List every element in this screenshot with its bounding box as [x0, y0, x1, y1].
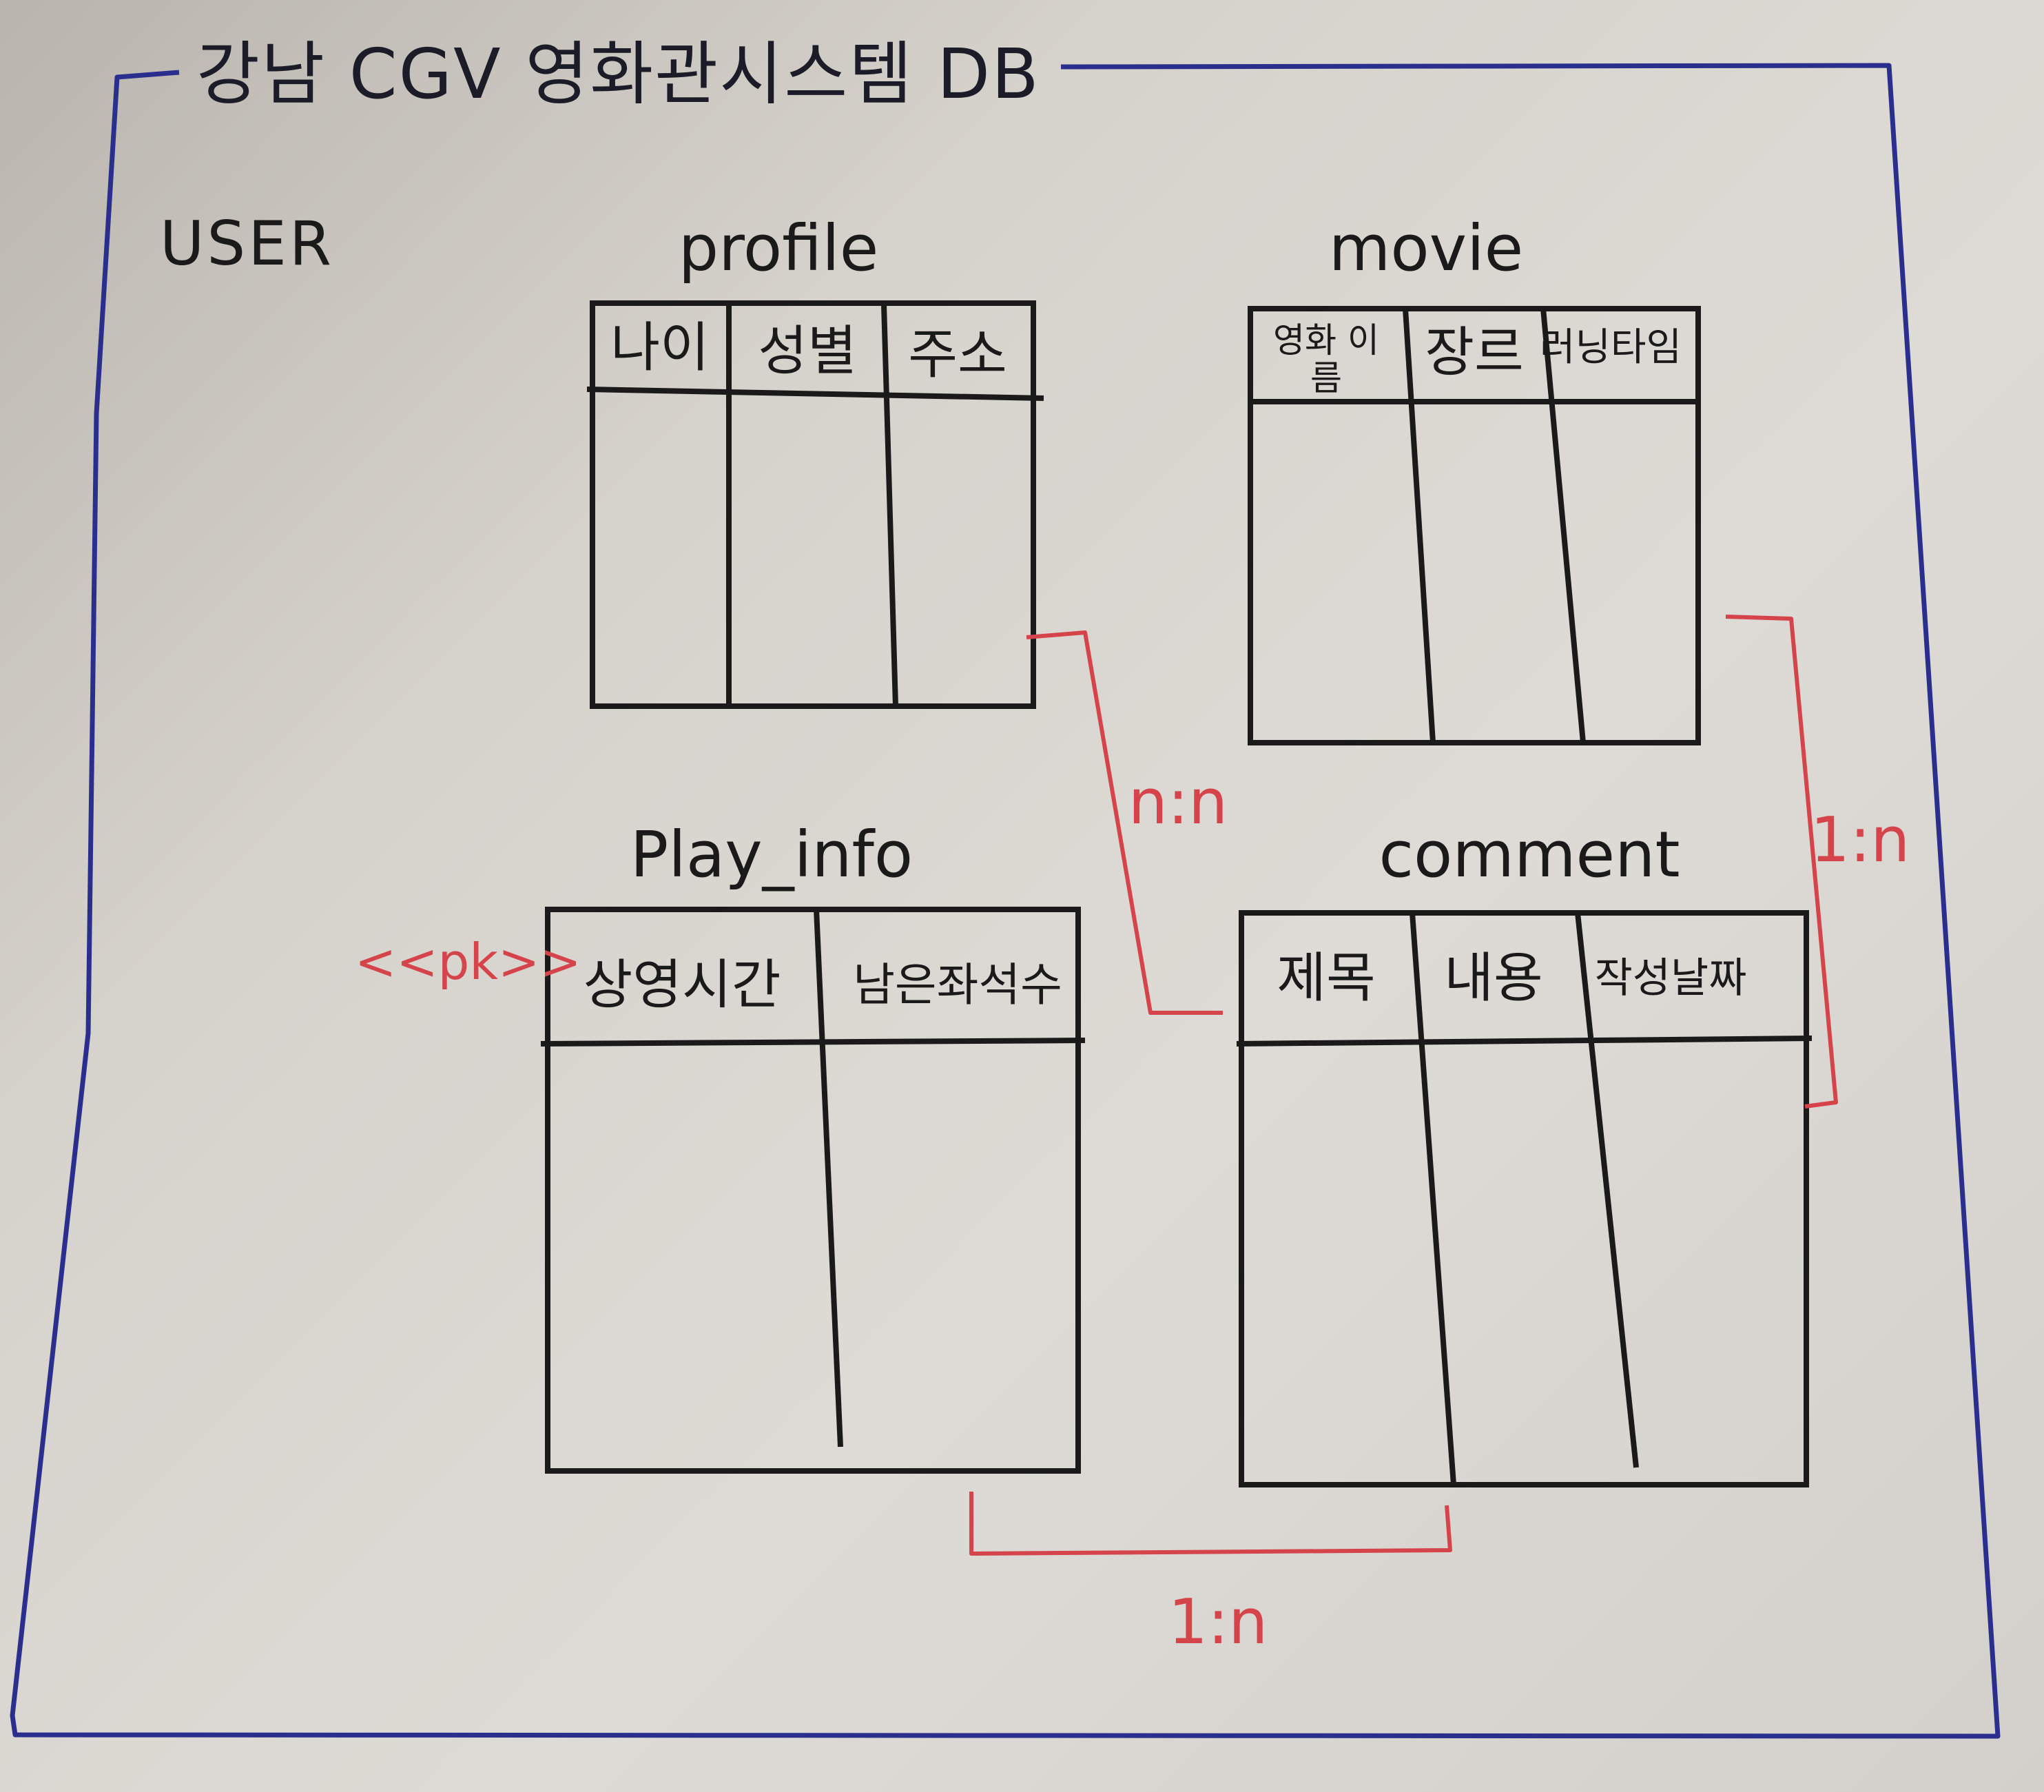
play-info-column: 남은좌석수 — [853, 958, 1062, 1011]
comment-column: 작성날짜 — [1594, 954, 1747, 1002]
comment-column: 제목 — [1277, 947, 1376, 1009]
movie-column: 영화 이름 — [1273, 320, 1379, 398]
movie-column: 러닝타임 — [1539, 325, 1682, 370]
relation-label-movie-comment: 1:n — [1810, 804, 1910, 876]
comment-table-grid — [1236, 910, 1813, 1487]
play-info-table-name: Play_info — [630, 818, 913, 892]
profile-column: 성별 — [758, 320, 857, 382]
movie-column: 장르 — [1425, 322, 1524, 384]
relation-line-movie-comment — [1725, 615, 1838, 1109]
profile-table-name: profile — [678, 212, 879, 285]
movie-table-grid — [1248, 306, 1701, 745]
relation-label-playinfo-comment: 1:n — [1168, 1586, 1268, 1658]
play-info-table-grid — [540, 907, 1086, 1474]
play-info-column: 상영시간 — [583, 954, 781, 1016]
relation-line-profile-comment — [1026, 630, 1223, 1015]
movie-table-name: movie — [1328, 212, 1524, 285]
primary-key-marker: <<pk>> — [355, 933, 581, 991]
comment-table-name: comment — [1379, 818, 1680, 892]
user-group-label: USER — [160, 208, 335, 279]
relation-line-playinfo-comment — [969, 1492, 1452, 1556]
profile-column: 주소 — [908, 324, 1007, 386]
relation-label-profile-comment: n:n — [1128, 766, 1228, 838]
relation-lines — [969, 615, 1838, 1556]
profile-column: 나이 — [610, 317, 710, 379]
profile-table-grid — [586, 300, 1044, 709]
comment-column: 내용 — [1444, 947, 1543, 1009]
diagram-title: 강남 CGV 영화관시스템 DB — [196, 34, 1040, 114]
db-frame — [10, 63, 2001, 1739]
